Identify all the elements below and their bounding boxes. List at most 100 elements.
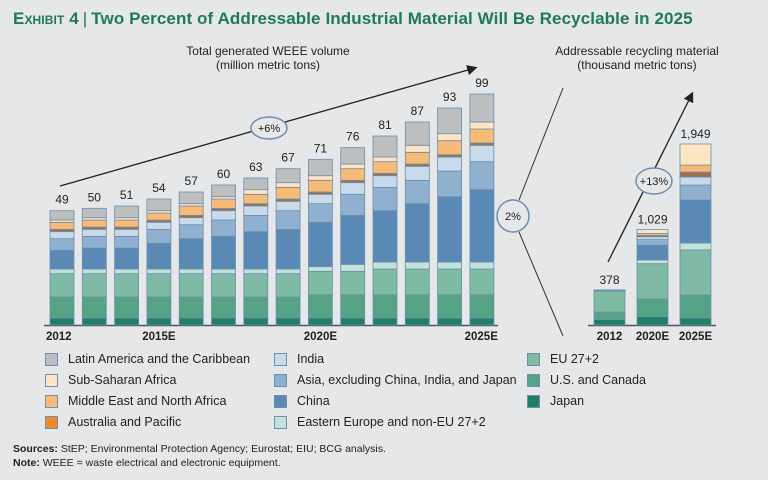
bar-total-label-2025E: 99 — [475, 76, 489, 90]
growth-label-left: +6% — [258, 123, 281, 135]
bar-segment-asia-excluding-china-india-and-japan-2025E — [679, 184, 712, 201]
bar-segment-asia-excluding-china-india-and-japan-2015E — [146, 228, 172, 244]
bar-segment-middle-east-and-north-africa-2025E — [469, 128, 495, 144]
x-tick-label-2012-recycling: 2012 — [597, 331, 623, 343]
bar-segment-india-2021E — [340, 182, 366, 195]
bar-segment-china-2025E — [679, 199, 712, 244]
bar-segment-asia-excluding-china-india-and-japan-2017E — [211, 219, 236, 237]
bar-segment-eastern-europe-and-non-eu-27-2-2018E — [243, 268, 269, 275]
bar-total-label-2015E: 54 — [152, 181, 166, 195]
bar-segment-china-2021E — [340, 214, 366, 265]
bar-segment-india-2020E — [636, 236, 669, 240]
bar-segment-middle-east-and-north-africa-2019E — [275, 186, 301, 200]
bar-total-label-2023E: 87 — [411, 104, 425, 118]
bar-segment-eu-27-2-2015E — [146, 273, 172, 298]
legend-item-asia-excluding-china-india-and-japan: Asia, excluding China, India, and Japan — [274, 373, 517, 387]
bar-segment-china-2020E — [636, 244, 669, 261]
legend-swatch — [45, 373, 58, 387]
legend-item-eu-27-2: EU 27+2 — [527, 352, 599, 366]
legend-swatch — [527, 373, 540, 387]
legend-item-latin-america-and-the-caribbean: Latin America and the Caribbean — [45, 352, 250, 366]
bar-segment-latin-america-and-the-caribbean-2019E — [275, 168, 301, 184]
bar-segment-latin-america-and-the-caribbean-2024E — [437, 107, 463, 135]
legend-item-india: India — [274, 352, 324, 366]
x-tick-label-2012: 2012 — [46, 331, 72, 343]
bar-total-label-2022E: 81 — [378, 118, 392, 132]
bar-segment-u-s-and-canada-2017E — [211, 296, 236, 319]
bar-segment-japan-2015E — [146, 317, 172, 326]
bar-segment-eastern-europe-and-non-eu-27-2-2024E — [437, 261, 463, 270]
bar-segment-japan-2023E — [404, 317, 430, 326]
bar-segment-u-s-and-canada-2021E — [340, 294, 366, 319]
exhibit-title: Exhibit 4 | Two Percent of Addressable Ind… — [13, 9, 693, 29]
bar-segment-india-2014 — [114, 228, 139, 237]
bar-segment-asia-excluding-china-india-and-japan-2023E — [404, 179, 430, 205]
bar-segment-india-2024E — [437, 156, 463, 172]
bar-segment-latin-america-and-the-caribbean-2017E — [211, 184, 236, 198]
bar-segment-india-2020E — [307, 193, 333, 205]
bar-segment-asia-excluding-china-india-and-japan-2024E — [437, 170, 463, 198]
bar-segment-sub-saharan-africa-2018E — [243, 189, 269, 195]
bar-segment-u-s-and-canada-2018E — [243, 296, 269, 319]
bar-segment-japan-2024E — [437, 317, 463, 326]
bar-segment-india-2018E — [243, 205, 269, 216]
x-tick-label-2015E: 2015E — [142, 331, 176, 343]
bar-total-label-2012-recycling: 378 — [599, 273, 619, 287]
legend-swatch — [274, 394, 287, 408]
bar-segment-middle-east-and-north-africa-2020E — [307, 179, 333, 193]
share-label: 2% — [505, 211, 521, 223]
legend-label: Asia, excluding China, India, and Japan — [297, 373, 517, 387]
bar-segment-middle-east-and-north-africa-2016E — [178, 205, 204, 216]
bar-segment-u-s-and-canada-2020E — [307, 294, 333, 319]
bar-segment-u-s-and-canada-2012 — [593, 311, 626, 320]
bar-segment-eastern-europe-and-non-eu-27-2-2021E — [340, 263, 366, 272]
bar-segment-middle-east-and-north-africa-2014 — [114, 219, 139, 228]
bar-segment-middle-east-and-north-africa-2025E — [679, 164, 712, 173]
bar-segment-u-s-and-canada-2016E — [178, 296, 204, 319]
bar-segment-india-2016E — [178, 217, 204, 226]
bar-segment-eastern-europe-and-non-eu-27-2-2013 — [81, 268, 107, 275]
bar-segment-japan-2020E — [307, 317, 333, 326]
bar-total-label-2020E-recycling: 1,029 — [637, 212, 667, 226]
bar-segment-sub-saharan-africa-2023E — [404, 144, 430, 153]
bar-segment-eu-27-2-2021E — [340, 270, 366, 296]
legend-label: U.S. and Canada — [550, 373, 646, 387]
legend-label: Sub-Saharan Africa — [68, 373, 177, 387]
exhibit-title-text: Two Percent of Addressable Industrial Ma… — [91, 9, 693, 28]
bar-total-label-2024E: 93 — [443, 90, 457, 104]
bar-segment-japan-2025E — [469, 317, 495, 326]
bar-total-label-2025E-recycling: 1,949 — [680, 127, 710, 141]
sources-line: Sources: StEP; Environmental Protection … — [13, 443, 386, 455]
bar-segment-eastern-europe-and-non-eu-27-2-2017E — [211, 268, 236, 275]
legend-item-australia-and-pacific: Australia and Pacific — [45, 415, 181, 429]
bar-segment-u-s-and-canada-2025E — [469, 294, 495, 319]
bar-segment-eastern-europe-and-non-eu-27-2-2015E — [146, 268, 172, 275]
bar-segment-eu-27-2-2020E — [307, 270, 333, 296]
bar-segment-latin-america-and-the-caribbean-2025E — [469, 93, 495, 123]
note-text: WEEE = waste electrical and electronic e… — [42, 457, 281, 469]
bar-total-label-2013: 50 — [88, 190, 102, 204]
legend-label: Australia and Pacific — [68, 415, 182, 429]
bar-segment-latin-america-and-the-caribbean-2016E — [178, 191, 204, 205]
bar-segment-u-s-and-canada-2015E — [146, 296, 172, 319]
bar-segment-latin-america-and-the-caribbean-2015E — [146, 198, 172, 212]
bar-segment-middle-east-and-north-africa-2023E — [404, 151, 430, 165]
bar-segment-japan-2012 — [49, 317, 75, 326]
bar-segment-u-s-and-canada-2014 — [114, 296, 139, 319]
exhibit-number: Exhibit 4 — [13, 9, 79, 28]
bar-segment-japan-2018E — [243, 317, 269, 326]
x-tick-label-2020E-recycling: 2020E — [636, 331, 670, 343]
bar-segment-china-2017E — [211, 235, 236, 270]
bar-segment-china-2019E — [275, 228, 301, 270]
bar-segment-india-2025E — [679, 176, 712, 186]
x-tick-label-2025E: 2025E — [465, 331, 499, 343]
bar-segment-eu-27-2-2023E — [404, 268, 430, 296]
title-separator: | — [82, 9, 88, 28]
bar-segment-eastern-europe-and-non-eu-27-2-2025E — [679, 242, 712, 251]
bar-segment-asia-excluding-china-india-and-japan-2014 — [114, 235, 139, 249]
bar-segment-u-s-and-canada-2020E — [636, 298, 669, 318]
legend-item-u-s-and-canada: U.S. and Canada — [527, 373, 646, 387]
bar-segment-eastern-europe-and-non-eu-27-2-2014 — [114, 268, 139, 275]
bar-segment-eu-27-2-2016E — [178, 273, 204, 298]
legend-label: Japan — [550, 394, 585, 408]
